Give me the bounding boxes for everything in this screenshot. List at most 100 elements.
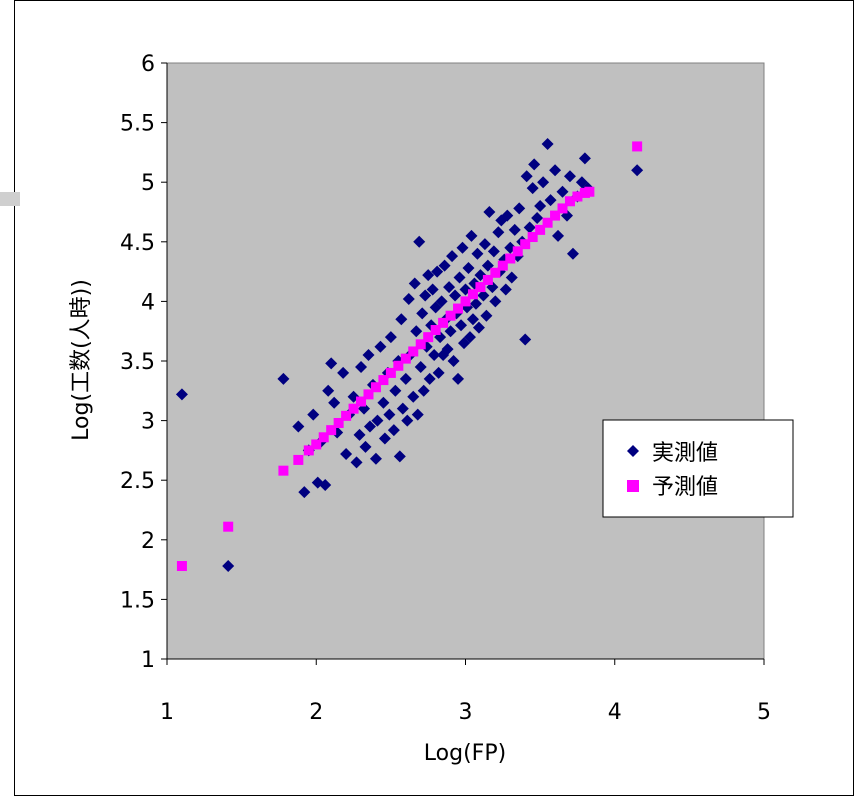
y-tick-label: 5 [141, 171, 155, 196]
actual-point [307, 408, 320, 421]
actual-point [520, 170, 533, 183]
actual-point [549, 164, 562, 177]
y-axis-title: Log(工数(人時)) [69, 279, 94, 441]
y-tick-labels: 1 1.5 2 2.5 3 3.5 4 4.5 5 5.5 6 [120, 52, 155, 673]
actual-point [528, 158, 541, 171]
actual-point [446, 250, 459, 263]
plot-area [166, 62, 765, 660]
predicted-point [378, 375, 389, 386]
predicted-point [475, 282, 486, 293]
actual-point [505, 271, 518, 284]
predicted-point [370, 382, 381, 393]
legend-label-actual: 実測値 [652, 441, 718, 466]
actual-point [531, 211, 544, 224]
predicted-point [223, 521, 234, 532]
actual-point [504, 241, 517, 254]
predicted-point [572, 191, 583, 202]
actual-point [443, 281, 456, 294]
predicted-point [497, 260, 508, 271]
actual-point [556, 185, 569, 198]
predicted-point [535, 224, 546, 235]
actual-point [407, 390, 420, 403]
actual-point [328, 396, 341, 409]
predicted-point [527, 232, 538, 243]
actual-point [519, 333, 532, 346]
actual-point [431, 265, 444, 278]
y-tick-label: 4 [141, 290, 155, 315]
actual-point [387, 424, 400, 437]
predicted-point [303, 445, 314, 456]
actual-point [175, 388, 188, 401]
actual-point [337, 366, 350, 379]
y-tick-label: 2 [141, 529, 155, 554]
actual-point [277, 372, 290, 385]
actual-point [452, 372, 465, 385]
predicted-point [415, 339, 426, 350]
predicted-point [400, 353, 411, 364]
actual-point [483, 206, 496, 218]
predicted-point [311, 439, 322, 450]
predicted-point [385, 367, 396, 378]
actual-point [631, 164, 644, 177]
actual-point [534, 200, 547, 213]
predicted-point [356, 396, 367, 407]
x-tick-labels: 1 2 3 4 5 [160, 700, 771, 725]
actual-point [552, 229, 565, 242]
predicted-point [584, 186, 595, 197]
y-tick-label: 2.5 [120, 469, 155, 494]
actual-point [477, 289, 490, 302]
actual-point [489, 295, 502, 308]
predicted-point [632, 141, 643, 152]
actual-point [426, 283, 439, 296]
legend-box [602, 419, 794, 518]
actual-point [449, 289, 462, 302]
x-tick-label: 3 [459, 700, 473, 725]
actual-point [447, 355, 460, 367]
actual-point [526, 182, 539, 195]
actual-point [340, 447, 353, 460]
predicted-point [460, 296, 471, 307]
predicted-point [393, 360, 404, 371]
predicted-point [542, 217, 553, 228]
actual-point [469, 297, 482, 310]
y-tick-label: 3 [141, 410, 155, 435]
data-points [175, 138, 644, 573]
legend-square-icon [627, 480, 639, 492]
actual-point [487, 245, 500, 258]
actual-point [492, 226, 505, 239]
x-tick-label: 2 [309, 700, 323, 725]
actual-point [435, 295, 448, 308]
axes [161, 62, 765, 665]
actual-point [462, 262, 475, 275]
actual-point [471, 247, 484, 260]
actual-point [537, 176, 550, 189]
x-tick-label: 5 [757, 700, 771, 725]
actual-point [359, 440, 372, 453]
actual-point [322, 384, 335, 397]
predicted-point [363, 389, 374, 400]
actual-point [419, 289, 432, 302]
actual-point [463, 331, 476, 344]
predicted-point [564, 196, 575, 207]
actual-point [393, 450, 406, 463]
actual-point [384, 331, 397, 344]
actual-point [411, 408, 424, 421]
actual-point [466, 313, 479, 326]
actual-point [325, 357, 338, 370]
legend-diamond-icon [627, 445, 639, 457]
actual-point [508, 223, 521, 236]
x-axis-title: Log(FP) [424, 741, 506, 766]
actual-point [513, 202, 526, 215]
predicted-point [278, 465, 289, 476]
predicted-point [557, 203, 568, 214]
predicted-point [348, 403, 359, 414]
actual-point [441, 343, 454, 356]
predicted-point [318, 432, 329, 443]
actual-point [578, 152, 591, 165]
actual-point [402, 293, 415, 306]
actual-point [563, 170, 576, 183]
y-tick-label: 4.5 [120, 231, 155, 256]
actual-point [369, 452, 382, 465]
predicted-point [520, 239, 531, 250]
predicted-point [467, 289, 478, 300]
